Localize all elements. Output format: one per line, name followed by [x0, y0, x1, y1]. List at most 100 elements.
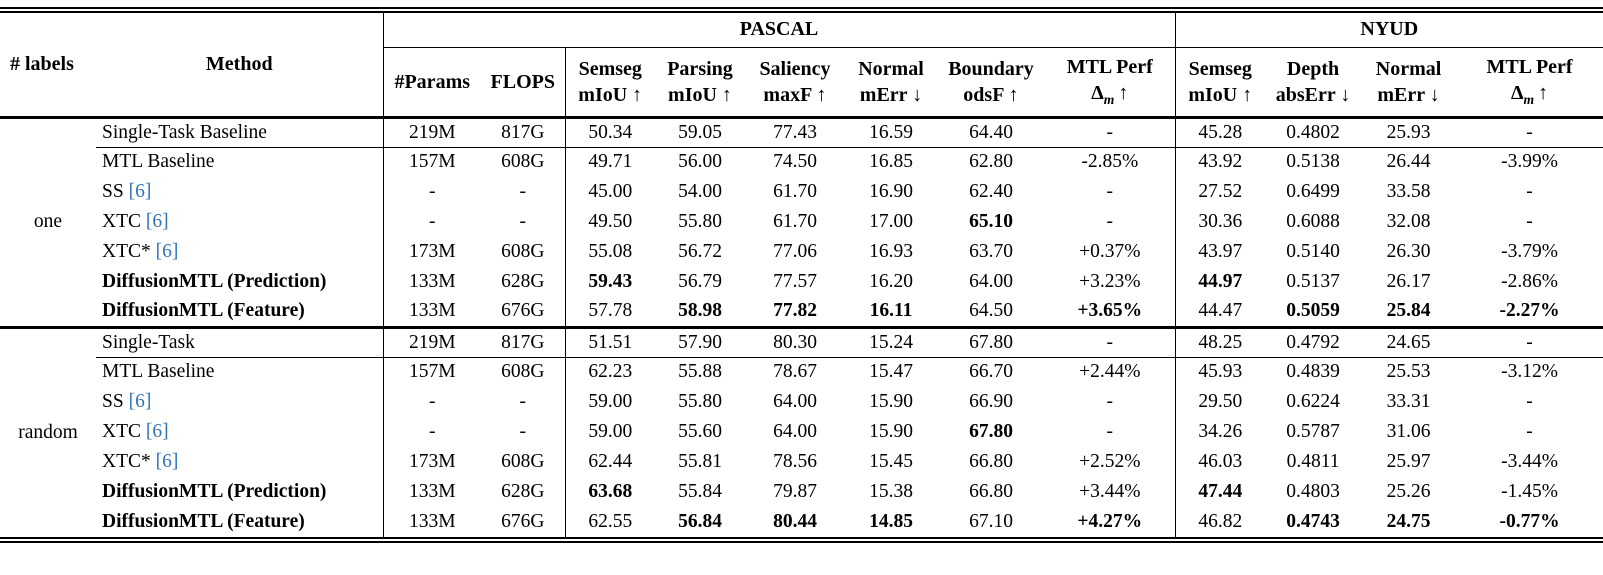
value-cell: 78.56	[773, 451, 817, 472]
value-cell: -	[429, 211, 436, 232]
method-name: SS	[102, 181, 124, 202]
value-cell: 33.31	[1386, 391, 1431, 412]
value-cell: 15.90	[869, 391, 913, 412]
value-cell: +2.52%	[1045, 447, 1176, 477]
value-cell: +3.65%	[1045, 297, 1176, 327]
value-cell: 66.80	[969, 451, 1013, 472]
value-cell: 62.80	[969, 151, 1013, 173]
value-cell: 67.10	[969, 511, 1013, 532]
method-cell: SS [6]	[96, 387, 384, 417]
value-cell: 66.90	[969, 391, 1013, 412]
value-cell: -	[481, 417, 566, 447]
value-cell: 64.00	[773, 421, 817, 442]
value-cell: 63.68	[588, 481, 633, 502]
value-cell: 26.17	[1386, 271, 1431, 292]
citation-link[interactable]: [6]	[123, 391, 152, 412]
value-cell: -3.79%	[1501, 241, 1558, 262]
value-cell: -	[481, 387, 566, 417]
value-cell: 31.06	[1386, 421, 1431, 442]
value-cell: -2.27%	[1499, 300, 1560, 322]
citation-link[interactable]: [6]	[141, 211, 169, 232]
value-cell: -	[1045, 327, 1176, 358]
value-cell: 133M	[408, 511, 456, 532]
citation-link[interactable]: [6]	[141, 421, 169, 442]
value-cell: 66.80	[969, 481, 1013, 502]
value-cell: 56.79	[678, 271, 722, 292]
method-cell: Single-Task	[96, 327, 384, 358]
method-cell: XTC* [6]	[96, 447, 384, 477]
table-row: SS [6] - - 45.00 54.00 61.70 16.90 62.40 - 27.52 0…	[0, 177, 1603, 207]
citation-link[interactable]: [6]	[150, 451, 179, 472]
value-cell: 64.00	[773, 391, 817, 412]
value-cell: -2.85%	[1045, 147, 1176, 177]
value-cell: -	[429, 391, 436, 412]
method-name: MTL Baseline	[102, 151, 215, 173]
table-row: XTC [6] - - 59.00 55.60 64.00 15.90 67.80 - 34.26…	[0, 417, 1603, 447]
value-cell: 64.40	[937, 117, 1045, 148]
value-cell: 15.45	[869, 451, 913, 472]
value-cell: 157M	[408, 151, 456, 173]
value-cell: 61.70	[773, 181, 817, 202]
value-cell: 79.87	[773, 481, 817, 502]
method-cell: DiffusionMTL (Prediction)	[96, 267, 384, 297]
value-cell: 628G	[481, 267, 566, 297]
method-cell: XTC [6]	[96, 417, 384, 447]
col-header-nyud-depth: Depth absErr ↓	[1275, 57, 1351, 106]
value-cell: 15.24	[845, 327, 937, 358]
value-cell: 173M	[408, 451, 456, 472]
value-cell: 157M	[408, 361, 456, 383]
results-table: # labels Method PASCAL NYUD #Params FLOP…	[0, 13, 1603, 537]
up-arrow-icon: ↑	[1118, 82, 1129, 105]
col-header-pascal-mtl-perf: MTL Perf Δm ↑	[1045, 47, 1176, 117]
value-cell: 0.6224	[1286, 391, 1340, 412]
value-cell: 25.53	[1386, 361, 1431, 383]
col-header-pascal-saliency: Saliency maxF ↑	[759, 57, 831, 106]
value-cell: 44.97	[1198, 271, 1243, 292]
value-cell: 16.11	[869, 300, 913, 322]
value-cell: 55.80	[678, 211, 722, 232]
value-cell: 55.81	[678, 451, 722, 472]
value-cell: 50.34	[565, 117, 655, 148]
table-row: MTL Baseline 157M 608G 49.71 56.00 74.50 16.85…	[0, 147, 1603, 177]
value-cell: -3.44%	[1501, 451, 1558, 472]
value-cell: 608G	[481, 147, 566, 177]
value-cell: 0.4811	[1286, 451, 1340, 472]
value-cell: 55.08	[588, 241, 633, 262]
col-header-nyud-semseg: Semseg mIoU ↑	[1188, 57, 1253, 106]
method-name: Single-Task Baseline	[102, 121, 267, 143]
citation-link[interactable]: [6]	[123, 181, 152, 202]
value-cell: 25.84	[1386, 300, 1431, 322]
value-cell: 24.75	[1386, 511, 1431, 532]
value-cell: 17.00	[869, 211, 913, 232]
value-cell: 65.10	[969, 211, 1013, 232]
value-cell: 49.50	[588, 211, 633, 232]
value-cell: 56.72	[678, 241, 722, 262]
value-cell: 16.93	[869, 241, 913, 262]
table-row: DiffusionMTL (Prediction) 133M 628G 63.68 55…	[0, 477, 1603, 507]
group-label: random	[18, 421, 78, 443]
value-cell: 219M	[383, 327, 481, 358]
value-cell: 0.5059	[1286, 300, 1340, 322]
value-cell: -	[1456, 117, 1603, 148]
value-cell: 62.40	[969, 181, 1013, 202]
value-cell: -	[1045, 177, 1176, 207]
value-cell: 62.44	[588, 451, 633, 472]
value-cell: 45.00	[588, 181, 633, 202]
value-cell: 49.71	[588, 151, 633, 173]
value-cell: 47.44	[1198, 481, 1243, 502]
metric-header-row: #Params FLOPS Semseg mIoU ↑ Parsing mIoU…	[0, 47, 1603, 117]
value-cell: 62.55	[588, 511, 633, 532]
value-cell: 0.4803	[1286, 481, 1340, 502]
value-cell: 45.28	[1175, 117, 1266, 148]
value-cell: 24.65	[1361, 327, 1457, 358]
value-cell: 55.60	[678, 421, 722, 442]
value-cell: 676G	[481, 297, 566, 327]
value-cell: -	[1526, 181, 1533, 202]
table-row: one Single-Task Baseline 219M 817G 50.34 59.0…	[0, 117, 1603, 232]
value-cell: 25.26	[1386, 481, 1431, 502]
value-cell: 14.85	[869, 511, 913, 532]
delta-symbol: Δ	[1510, 82, 1524, 105]
value-cell: 15.90	[869, 421, 913, 442]
citation-link[interactable]: [6]	[150, 241, 179, 262]
value-cell: -1.45%	[1501, 481, 1558, 502]
